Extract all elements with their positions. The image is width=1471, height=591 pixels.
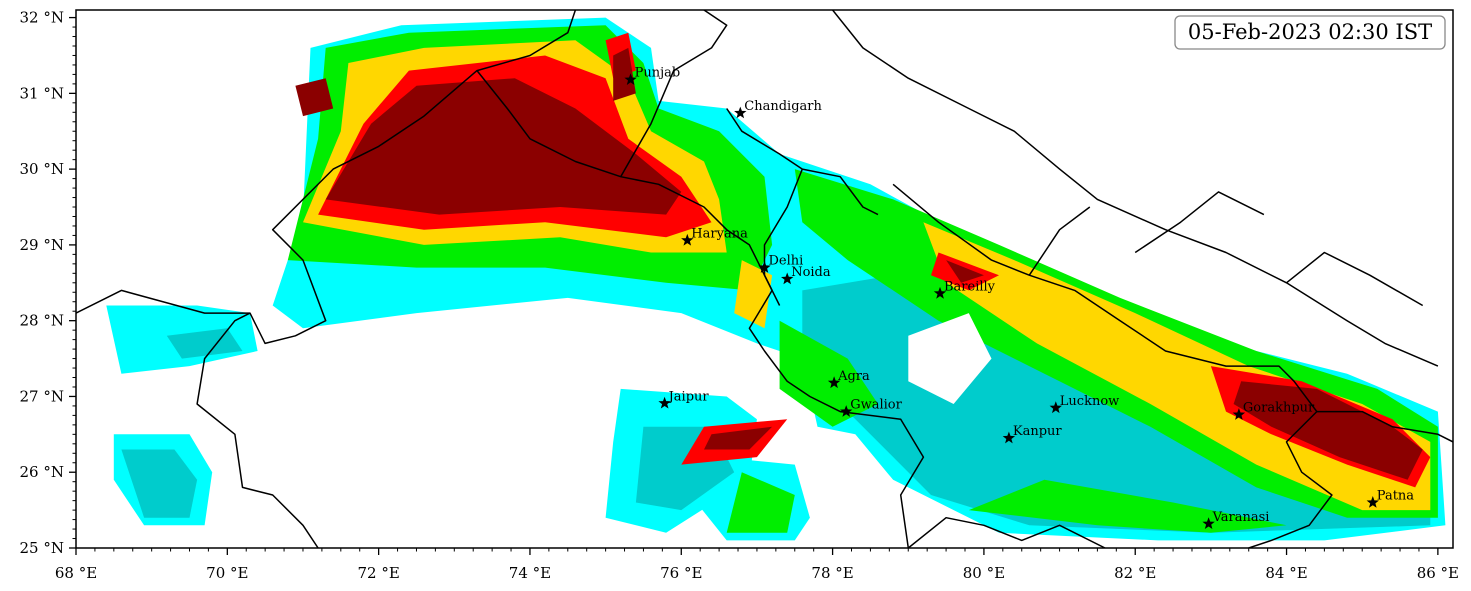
- city-marker: Haryana: [681, 226, 748, 246]
- city-marker: Lucknow: [1049, 394, 1120, 414]
- city-label: Jaipur: [667, 389, 710, 404]
- fog-contour-level3: [968, 479, 1287, 533]
- star-icon: [1366, 496, 1379, 508]
- fog-contour-level7: [613, 47, 636, 101]
- city-marker: Gorakhpur: [1232, 401, 1315, 420]
- y-tick-label: 32 °N: [20, 9, 64, 27]
- star-icon: [1202, 517, 1215, 529]
- y-tick-label: 31 °N: [20, 84, 64, 102]
- x-tick-label: 82 °E: [1114, 564, 1156, 582]
- y-axis: 25 °N 26 °N 27 °N 28 °N 29 °N 30 °N 31 °N 32 °N: [20, 9, 76, 557]
- city-label: Punjab: [635, 66, 681, 81]
- star-icon: [781, 272, 794, 285]
- y-tick-label: 26 °N: [20, 463, 64, 481]
- boundary-line: [1316, 410, 1453, 443]
- plot-frame: [75, 9, 1454, 549]
- city-label: Kanpur: [1013, 424, 1063, 439]
- star-icon: [827, 376, 841, 389]
- boundary-line: [892, 183, 1333, 548]
- star-icon: [1002, 431, 1016, 444]
- y-tick-label: 27 °N: [20, 387, 64, 405]
- city-marker: Chandigarh: [734, 99, 823, 119]
- city-marker: Delhi: [758, 254, 803, 273]
- city-marker: Bareilly: [933, 279, 996, 299]
- fog-contour-level2: [121, 449, 198, 518]
- city-label: Chandigarh: [744, 99, 822, 114]
- x-tick-label: 80 °E: [963, 564, 1005, 582]
- x-tick-label: 86 °E: [1417, 564, 1459, 582]
- star-icon: [933, 286, 947, 299]
- star-icon: [1232, 408, 1246, 420]
- city-marker: Agra: [827, 369, 870, 389]
- city-marker: Jaipur: [658, 389, 710, 409]
- x-tick-label: 78 °E: [811, 564, 853, 582]
- boundary-line: [907, 516, 1106, 548]
- fog-contour-level5: [734, 260, 773, 329]
- star-icon: [758, 261, 771, 273]
- city-marker: Patna: [1366, 489, 1415, 508]
- x-tick-label: 70 °E: [206, 564, 248, 582]
- fog-contour-level7: [325, 78, 682, 215]
- boundary-line: [620, 10, 728, 178]
- x-tick-label: 74 °E: [509, 564, 551, 582]
- x-tick-label: 76 °E: [660, 564, 702, 582]
- star-icon: [734, 106, 747, 119]
- fog-contour-level3: [779, 320, 878, 427]
- fog-contour-level7: [704, 426, 773, 450]
- star-icon: [1049, 401, 1062, 414]
- boundary-line: [1286, 251, 1424, 307]
- city-label: Agra: [837, 369, 870, 384]
- timestamp-box: 05-Feb-2023 02:30 IST: [1174, 15, 1446, 50]
- star-icon: [840, 405, 853, 417]
- boundary-line: [1028, 206, 1091, 276]
- city-marker: Kanpur: [1002, 424, 1063, 444]
- fog-contour-level7: [1233, 381, 1423, 480]
- city-label: Haryana: [691, 226, 748, 241]
- city-marker: Varanasi: [1202, 510, 1269, 529]
- y-tick-label: 25 °N: [20, 539, 64, 557]
- city-marker: Punjab: [624, 66, 680, 85]
- star-icon: [681, 233, 694, 246]
- x-tick-label: 68 °E: [55, 564, 97, 582]
- fog-contour-level7: [295, 78, 334, 117]
- y-tick-label: 30 °N: [20, 160, 64, 178]
- city-label: Bareilly: [944, 279, 996, 294]
- city-marker: Noida: [781, 265, 831, 285]
- boundary-line: [763, 168, 803, 306]
- y-tick-label: 29 °N: [20, 236, 64, 254]
- fog-contour-level3: [726, 472, 795, 533]
- star-icon: [658, 396, 671, 409]
- city-label: Lucknow: [1060, 394, 1120, 409]
- fog-density-field: [106, 17, 1446, 541]
- city-label: Varanasi: [1212, 510, 1270, 525]
- fog-contour-level7: [946, 260, 984, 283]
- boundary-line: [76, 10, 577, 345]
- city-label: Noida: [791, 265, 831, 280]
- boundary-line: [196, 312, 319, 548]
- timestamp-label: 05-Feb-2023 02:30 IST: [1188, 20, 1432, 44]
- city-label: Gwalior: [850, 398, 902, 413]
- city-marker: Gwalior: [840, 398, 903, 417]
- x-axis: 68 °E 70 °E 72 °E 74 °E 76 °E 78 °E 80 °E 82 °E…: [55, 548, 1459, 582]
- city-label: Delhi: [769, 254, 804, 269]
- x-tick-label: 84 °E: [1265, 564, 1307, 582]
- fog-clear-area: [908, 313, 992, 404]
- boundary-line: [1134, 191, 1265, 254]
- star-icon: [624, 73, 637, 85]
- x-tick-label: 72 °E: [357, 564, 399, 582]
- admin-borders: [76, 10, 1453, 548]
- city-label: Gorakhpur: [1243, 401, 1315, 416]
- boundary-line: [832, 10, 1439, 367]
- city-label: Patna: [1377, 489, 1415, 504]
- y-tick-label: 28 °N: [20, 312, 64, 330]
